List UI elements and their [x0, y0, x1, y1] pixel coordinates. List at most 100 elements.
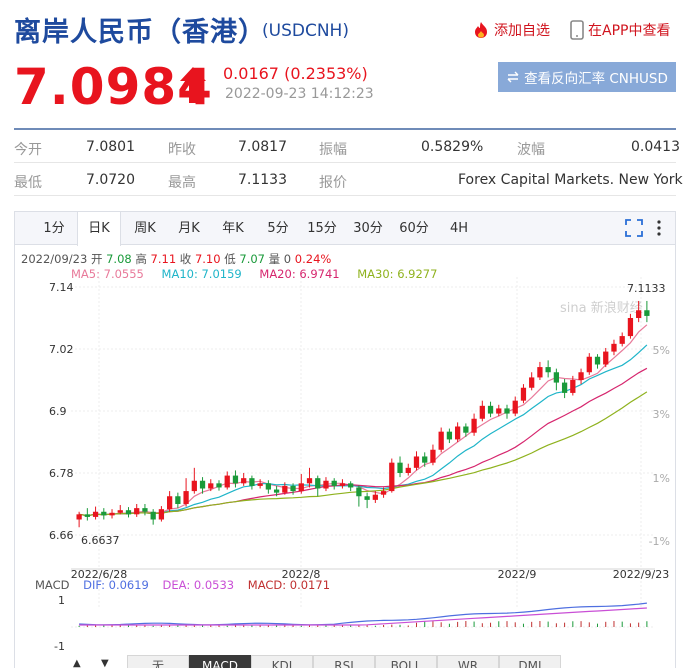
candle-body: [290, 485, 296, 492]
ohlc-date: 2022/09/23: [21, 252, 88, 266]
stat-value: 7.1133: [238, 172, 287, 188]
indicator-tab-wr[interactable]: WR: [437, 655, 499, 668]
stats-row: 最低 7.0720 最高 7.1133 报价 Forex Capital Mar…: [14, 163, 683, 196]
tab-60min[interactable]: 60分: [399, 221, 429, 236]
candle-body: [142, 508, 148, 512]
candle-body: [578, 372, 584, 380]
pct-tick-label: 3%: [653, 408, 670, 421]
ohlc-pct: 0.24%: [294, 252, 332, 266]
candle-body: [183, 491, 189, 504]
x-tick-label: 2022/8: [282, 568, 321, 581]
price-change: 0.0167 (0.2353%): [223, 64, 368, 83]
tab-30min[interactable]: 30分: [353, 221, 383, 236]
watermark-text: sina 新浪财经: [560, 300, 643, 316]
tab-15min[interactable]: 15分: [307, 221, 337, 236]
y-tick-label: 6.9: [49, 405, 67, 418]
ma30-value: MA30: 6.9277: [357, 267, 438, 281]
ohlc-vol: 0: [283, 252, 292, 266]
tab-daily[interactable]: 日K: [77, 212, 121, 246]
stat-value: 0.5829%: [421, 139, 484, 155]
candle-body: [241, 478, 247, 484]
swap-icon: [507, 71, 519, 83]
indicator-tab-dmi[interactable]: DMI: [499, 655, 561, 668]
candle-body: [158, 509, 165, 520]
candle-body: [512, 400, 518, 414]
scroll-up-icon[interactable]: ▲: [73, 658, 81, 668]
page-title: 离岸人民币（香港）: [14, 17, 266, 48]
view-in-app-button[interactable]: 在APP中查看: [570, 20, 670, 40]
candle-body: [594, 356, 601, 365]
candle-body: [331, 480, 337, 486]
tab-1min[interactable]: 1分: [43, 221, 65, 236]
ohlc-readout: 2022/09/23 开 7.08 高 7.11 收 7.10 低 7.07 量…: [21, 251, 331, 267]
ohlc-open-label: 开: [90, 252, 103, 266]
ohlc-low: 7.07: [239, 252, 265, 266]
tab-4h[interactable]: 4H: [449, 221, 469, 236]
kline-chart: 1分 日K 周K 月K 年K 5分 15分 30分 60分 4H 2022/09…: [14, 211, 676, 668]
candle-body: [364, 496, 370, 500]
candle-body: [199, 480, 206, 489]
candle-body: [405, 467, 411, 473]
candle-body: [356, 487, 362, 497]
y-tick-label: 7.14: [49, 281, 74, 294]
pct-tick-label: -1%: [649, 535, 670, 548]
indicator-tab-boll[interactable]: BOLL: [375, 655, 437, 668]
max-price-label: 7.1133: [627, 282, 666, 295]
candle-body: [430, 449, 436, 463]
candle-body: [479, 405, 485, 419]
stat-value: 7.0720: [86, 172, 135, 188]
candle-body: [446, 431, 453, 440]
indicator-tab-macd[interactable]: MACD: [189, 655, 251, 668]
indicator-tab-rsi[interactable]: RSI: [313, 655, 375, 668]
candle-body: [109, 512, 115, 516]
quote-timestamp: 2022-09-23 14:12:23: [225, 86, 374, 102]
candle-body: [76, 514, 82, 520]
indicator-tabs: 无 MACD KDJ RSI BOLL WR DMI: [15, 655, 675, 668]
x-tick-label: 2022/6/28: [71, 568, 127, 581]
candle-body: [586, 356, 592, 373]
macd-dif-line: [79, 602, 647, 626]
macd-dif: DIF: 0.0619: [83, 578, 149, 592]
stat-label: 波幅: [517, 142, 545, 158]
x-tick-label: 2022/9: [498, 568, 537, 581]
candle-body: [175, 496, 181, 504]
pct-tick-label: 5%: [653, 344, 670, 357]
candle-body: [249, 478, 255, 486]
reverse-rate-label: 查看反向汇率 CNHUSD: [524, 71, 668, 87]
title-row: 离岸人民币（香港） (USDCNH) 添加自选 在APP中查看: [14, 8, 679, 48]
reverse-rate-button[interactable]: 查看反向汇率 CNHUSD: [498, 62, 676, 92]
candle-body: [619, 336, 625, 344]
candle-body: [315, 478, 321, 489]
tab-monthly[interactable]: 月K: [178, 221, 200, 236]
candle-body: [627, 318, 634, 337]
candle-body: [257, 483, 263, 486]
stat-label: 振幅: [319, 142, 347, 158]
candle-body: [224, 475, 230, 488]
indicator-tab-kdj[interactable]: KDJ: [251, 655, 313, 668]
tab-weekly[interactable]: 周K: [134, 221, 156, 236]
indicator-tab-none[interactable]: 无: [127, 655, 189, 668]
scroll-down-icon[interactable]: ▼: [101, 658, 109, 668]
y-tick-label: 7.02: [49, 343, 74, 356]
more-icon[interactable]: [655, 219, 663, 237]
candle-body: [92, 511, 99, 517]
stat-label: 报价: [319, 175, 347, 191]
fullscreen-icon[interactable]: [625, 219, 643, 237]
candle-body: [636, 310, 642, 318]
macd-tick-label: -1: [54, 640, 65, 653]
candle-body: [216, 483, 222, 488]
ohlc-close-label: 收: [179, 252, 192, 266]
candle-body: [389, 462, 395, 492]
stat-label: 最高: [168, 175, 196, 191]
stats-row: 今开 7.0801 昨收 7.0817 振幅 0.5829% 波幅 0.0413: [14, 130, 680, 163]
tab-5min[interactable]: 5分: [267, 221, 289, 236]
candle-body: [471, 418, 477, 433]
candle-body: [603, 351, 609, 365]
ma20-value: MA20: 6.9741: [259, 267, 340, 281]
add-favorite-button[interactable]: 添加自选: [472, 20, 550, 40]
ma5-value: MA5: 7.0555: [71, 267, 144, 281]
ma-line: [79, 324, 648, 517]
ma-line: [79, 391, 648, 517]
ma-legend: MA5: 7.0555 MA10: 7.0159 MA20: 6.9741 MA…: [71, 267, 451, 281]
tab-yearly[interactable]: 年K: [222, 221, 244, 236]
